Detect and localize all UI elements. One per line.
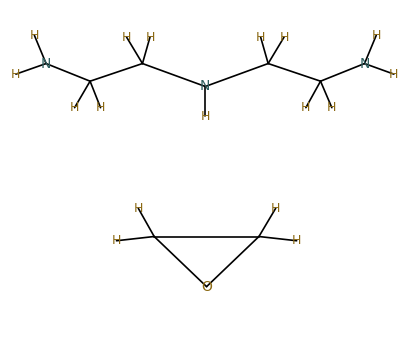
Text: H: H xyxy=(122,31,131,43)
Text: H: H xyxy=(70,101,79,114)
Text: H: H xyxy=(30,29,39,42)
Text: H: H xyxy=(271,202,280,215)
Text: H: H xyxy=(145,31,155,43)
Text: N: N xyxy=(360,56,370,71)
Text: H: H xyxy=(11,68,21,80)
Text: H: H xyxy=(112,234,121,247)
Text: H: H xyxy=(301,101,310,114)
Text: N: N xyxy=(200,79,210,94)
Text: H: H xyxy=(372,29,381,42)
Text: H: H xyxy=(96,101,105,114)
Text: H: H xyxy=(134,202,143,215)
Text: H: H xyxy=(389,68,398,80)
Text: H: H xyxy=(292,234,301,247)
Text: N: N xyxy=(41,56,51,71)
Text: H: H xyxy=(327,101,336,114)
Text: H: H xyxy=(279,31,289,43)
Text: O: O xyxy=(201,280,212,294)
Text: H: H xyxy=(201,110,210,123)
Text: H: H xyxy=(256,31,265,43)
